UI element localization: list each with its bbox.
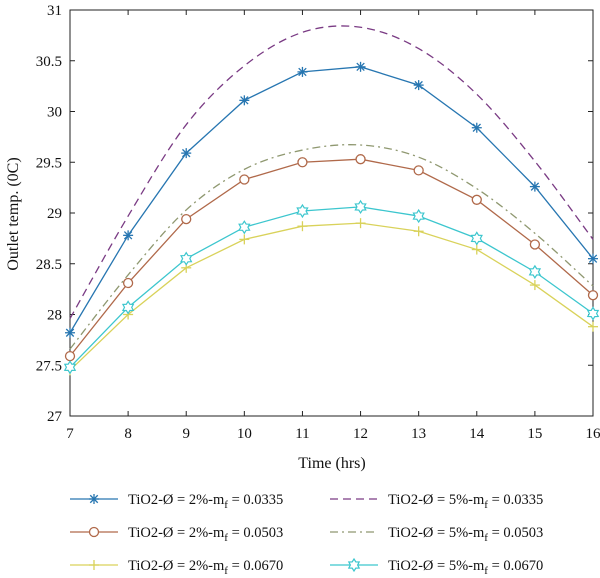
series-line bbox=[69, 144, 594, 350]
data-point bbox=[413, 165, 424, 176]
series-layer bbox=[63, 25, 600, 376]
legend-label: TiO2-Ø = 2%-mf = 0.0503 bbox=[128, 525, 283, 544]
data-point bbox=[297, 221, 308, 232]
legend-marker bbox=[89, 494, 99, 504]
y-tick-label: 30.5 bbox=[36, 54, 62, 70]
data-point bbox=[588, 321, 598, 332]
data-point bbox=[355, 154, 366, 165]
legend-label: TiO2-Ø = 2%-mf = 0.0670 bbox=[128, 558, 283, 577]
data-point bbox=[297, 66, 308, 77]
series-line bbox=[69, 66, 594, 334]
x-tick-label: 10 bbox=[237, 426, 252, 442]
legend-label: TiO2-Ø = 5%-mf = 0.0670 bbox=[388, 558, 543, 577]
data-point bbox=[529, 280, 540, 291]
series-2 bbox=[69, 25, 594, 319]
legend-item: TiO2-Ø = 5%-mf = 0.0503 bbox=[330, 525, 543, 544]
y-tick-label: 29.5 bbox=[36, 155, 62, 171]
x-tick-label: 13 bbox=[411, 426, 426, 442]
legend-label: TiO2-Ø = 5%-mf = 0.0335 bbox=[388, 492, 543, 511]
plot-frame bbox=[69, 9, 594, 417]
data-point bbox=[355, 218, 366, 229]
x-tick-label: 11 bbox=[295, 426, 309, 442]
data-point bbox=[239, 234, 250, 245]
data-point bbox=[64, 350, 76, 362]
y-tick-label: 28 bbox=[47, 308, 62, 324]
x-axis-label: Time (hrs) bbox=[298, 455, 365, 472]
series-1 bbox=[65, 61, 598, 338]
x-tick-label: 12 bbox=[353, 426, 368, 442]
legend: TiO2-Ø = 2%-mf = 0.0335 TiO2-Ø = 5%-mf = … bbox=[70, 492, 543, 577]
y-tick-label: 29 bbox=[47, 206, 62, 222]
y-tick-label: 28.5 bbox=[36, 257, 62, 273]
series-line bbox=[69, 158, 594, 357]
series-line bbox=[69, 25, 594, 319]
data-point bbox=[587, 290, 599, 301]
x-axis: 7 8 9 10 11 12 13 14 15 16 bbox=[66, 10, 600, 442]
y-tick-label: 27.5 bbox=[36, 358, 62, 374]
data-point bbox=[239, 174, 250, 185]
data-point bbox=[471, 244, 482, 255]
data-point bbox=[470, 231, 483, 246]
data-point bbox=[355, 61, 366, 72]
legend-label: TiO2-Ø = 2%-mf = 0.0335 bbox=[128, 492, 283, 511]
y-tick-label: 30 bbox=[47, 105, 62, 121]
data-point bbox=[63, 360, 77, 375]
series-3 bbox=[64, 154, 599, 362]
data-point bbox=[471, 122, 482, 133]
legend-marker bbox=[347, 557, 361, 573]
y-tick-label: 31 bbox=[47, 3, 62, 19]
x-tick-label: 16 bbox=[586, 426, 600, 442]
legend-marker bbox=[89, 560, 99, 570]
data-point bbox=[180, 251, 193, 266]
data-point bbox=[412, 208, 425, 224]
series-4 bbox=[69, 144, 594, 350]
data-point bbox=[354, 199, 367, 215]
x-tick-label: 14 bbox=[469, 426, 485, 442]
data-point bbox=[529, 181, 540, 192]
data-point bbox=[471, 194, 482, 205]
data-point bbox=[528, 264, 542, 280]
legend-label: TiO2-Ø = 5%-mf = 0.0503 bbox=[388, 525, 543, 544]
data-point bbox=[297, 157, 308, 168]
x-tick-label: 8 bbox=[124, 426, 132, 442]
series-line bbox=[69, 222, 594, 371]
x-tick-label: 7 bbox=[66, 426, 74, 442]
x-tick-label: 15 bbox=[527, 426, 542, 442]
data-point bbox=[181, 213, 192, 225]
legend-item: TiO2-Ø = 2%-mf = 0.0335 bbox=[70, 492, 283, 511]
data-point bbox=[123, 230, 134, 241]
data-point bbox=[588, 253, 598, 264]
legend-item: TiO2-Ø = 5%-mf = 0.0670 bbox=[330, 557, 543, 577]
x-tick-label: 9 bbox=[182, 426, 190, 442]
y-axis-label: Outlet temp. (0C) bbox=[5, 157, 22, 270]
series-line bbox=[69, 206, 594, 368]
y-tick-label: 27 bbox=[47, 409, 63, 425]
data-point bbox=[413, 226, 424, 237]
data-point bbox=[413, 80, 424, 91]
series-6 bbox=[63, 199, 600, 375]
data-point bbox=[65, 327, 75, 338]
legend-marker bbox=[88, 526, 100, 538]
data-point bbox=[239, 95, 250, 106]
data-point bbox=[121, 300, 135, 315]
data-point bbox=[122, 277, 134, 289]
data-point bbox=[296, 203, 309, 219]
legend-item: TiO2-Ø = 5%-mf = 0.0335 bbox=[330, 492, 543, 511]
legend-item: TiO2-Ø = 2%-mf = 0.0503 bbox=[70, 525, 283, 544]
data-point bbox=[586, 306, 600, 321]
legend-item: TiO2-Ø = 2%-mf = 0.0670 bbox=[70, 558, 283, 577]
y-axis: 27 27.5 28 28.5 29 29.5 30 30.5 31 bbox=[36, 3, 593, 425]
data-point bbox=[238, 220, 251, 235]
plot-area bbox=[69, 9, 594, 417]
series-5 bbox=[65, 218, 598, 376]
data-point bbox=[181, 148, 192, 159]
data-point bbox=[529, 239, 541, 250]
